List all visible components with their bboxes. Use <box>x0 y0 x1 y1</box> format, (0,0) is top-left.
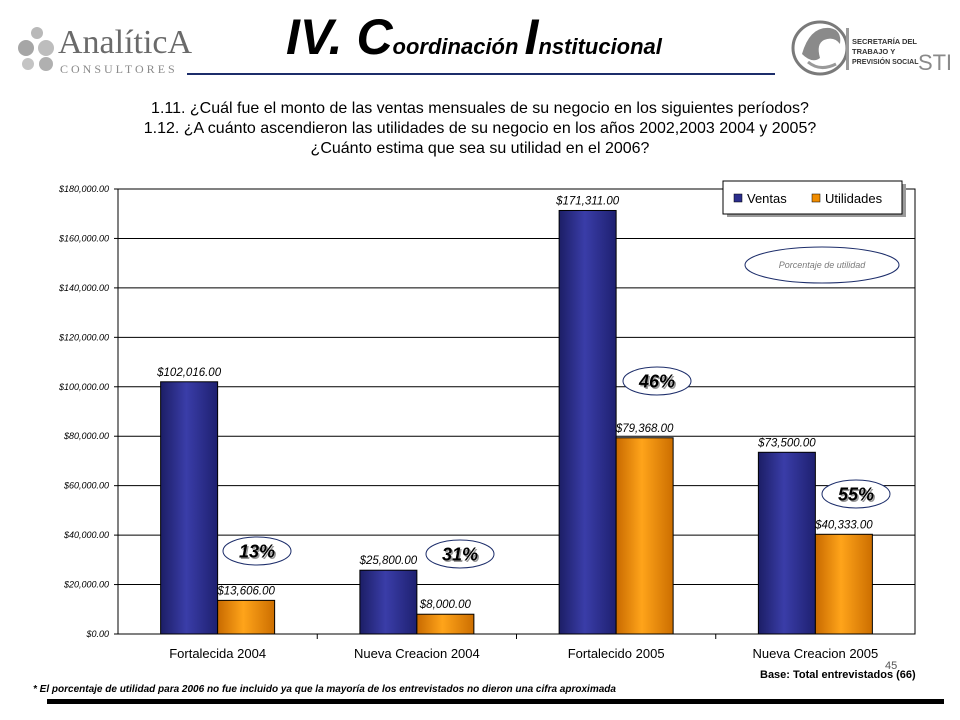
bar-utilidades <box>217 599 276 635</box>
y-tick-label: $0.00 <box>85 629 109 639</box>
data-label: $25,800.00 <box>359 555 418 567</box>
profit-percentage-label: 46% <box>638 372 675 392</box>
bottom-rule <box>47 699 944 704</box>
profit-percentage-ellipse <box>622 366 692 396</box>
y-tick-label: $80,000.00 <box>63 431 109 441</box>
title-cap-i: I <box>524 9 539 65</box>
page-title: IV. Coordinación Institucional <box>286 8 662 66</box>
profit-percentage-shadow: 46% <box>639 373 676 393</box>
question-line-1: 1.11. ¿Cuál fue el monto de las ventas m… <box>151 100 809 117</box>
legend-label-ventas: Ventas <box>747 191 787 206</box>
y-tick-label: $100,000.00 <box>58 382 109 392</box>
logo-dots-icon <box>18 27 54 71</box>
data-label: $13,606.00 <box>216 585 275 597</box>
title-underline <box>187 73 775 75</box>
y-tick-label: $60,000.00 <box>63 481 109 491</box>
profit-percentage-label: 55% <box>838 485 874 505</box>
profit-percentage-badge: 46%46% <box>622 366 692 396</box>
data-label: $73,500.00 <box>757 437 816 449</box>
bar-utilidades <box>416 613 475 635</box>
y-tick-label: $160,000.00 <box>58 233 109 243</box>
bar-utilidades <box>814 533 873 635</box>
profit-percentage-ellipse <box>821 479 891 509</box>
profit-percentage-shadow: 31% <box>443 546 479 566</box>
title-word-2: nstitucional <box>538 34 662 59</box>
y-tick-label: $120,000.00 <box>58 332 109 342</box>
profit-legend-label: Porcentaje de utilidad <box>779 260 867 270</box>
x-tick-label: Nueva Creacion 2004 <box>354 646 480 661</box>
data-label: $40,333.00 <box>814 519 873 531</box>
profit-percentage-label: 13% <box>239 542 275 562</box>
title-cap-c: C <box>356 9 393 65</box>
profit-legend-ellipse <box>744 246 900 284</box>
profit-percentage-shadow: 13% <box>240 543 276 563</box>
profit-percentage-shadow: 55% <box>839 486 875 506</box>
eagle-emblem-icon <box>791 20 849 76</box>
legend-label-utilidades: Utilidades <box>825 191 883 206</box>
logo-subtitle-text: CONSULTORES <box>60 62 178 76</box>
profit-percentage-legend: Porcentaje de utilidad <box>744 246 900 284</box>
y-tick-label: $140,000.00 <box>58 283 109 293</box>
logo-acronym: STPS <box>918 50 950 75</box>
profit-percentage-ellipse <box>222 536 292 566</box>
page-number: 45 <box>885 660 898 672</box>
profit-percentage-badge: 55%55% <box>821 479 891 509</box>
stps-logo: SECRETARÍA DEL TRABAJO Y PREVISIÓN SOCIA… <box>791 20 950 76</box>
bar-ventas <box>757 451 816 635</box>
x-tick-label: Fortalecida 2004 <box>169 646 266 661</box>
title-word-1: oordinación <box>392 34 525 59</box>
logo-line-3: PREVISIÓN SOCIAL <box>852 57 919 66</box>
logo-line-1: SECRETARÍA DEL <box>852 37 917 46</box>
question-line-3: ¿Cuánto estima que sea su utilidad en el… <box>310 140 650 157</box>
y-tick-label: $180,000.00 <box>58 184 109 194</box>
chart-legend: Ventas Utilidades <box>722 180 906 217</box>
profit-percentage-label: 31% <box>442 545 478 565</box>
logo-line-2: TRABAJO Y <box>852 47 895 56</box>
bar-utilidades <box>615 437 674 635</box>
logo-brand-text: AnalíticA <box>58 24 193 61</box>
question-line-2: 1.12. ¿A cuánto ascendieron las utilidad… <box>143 120 817 137</box>
x-tick-label: Nueva Creacion 2005 <box>753 646 879 661</box>
data-label: $171,311.00 <box>555 195 620 207</box>
x-tick-label: Fortalecido 2005 <box>568 646 665 661</box>
data-label: $79,368.00 <box>615 423 674 435</box>
question-text: 1.11. ¿Cuál fue el monto de las ventas m… <box>40 99 920 159</box>
base-note: Base: Total entrevistados (66) <box>760 669 916 681</box>
profit-percentage-badge: 13%13% <box>222 536 292 566</box>
data-label: $8,000.00 <box>419 599 472 611</box>
footnote: * El porcentaje de utilidad para 2006 no… <box>33 684 616 695</box>
y-tick-label: $40,000.00 <box>63 530 109 540</box>
legend-swatch-ventas <box>733 193 743 203</box>
bar-ventas <box>160 381 219 635</box>
title-roman: IV. <box>286 9 357 65</box>
analitica-logo: AnalíticA CONSULTORES <box>10 12 192 78</box>
profit-percentage-ellipse <box>425 539 495 569</box>
bar-ventas <box>359 569 418 635</box>
y-tick-label: $20,000.00 <box>63 580 109 590</box>
legend-swatch-utilidades <box>811 193 821 203</box>
data-label: $102,016.00 <box>156 367 222 379</box>
bar-ventas <box>558 209 617 635</box>
profit-percentage-badge: 31%31% <box>425 539 495 569</box>
